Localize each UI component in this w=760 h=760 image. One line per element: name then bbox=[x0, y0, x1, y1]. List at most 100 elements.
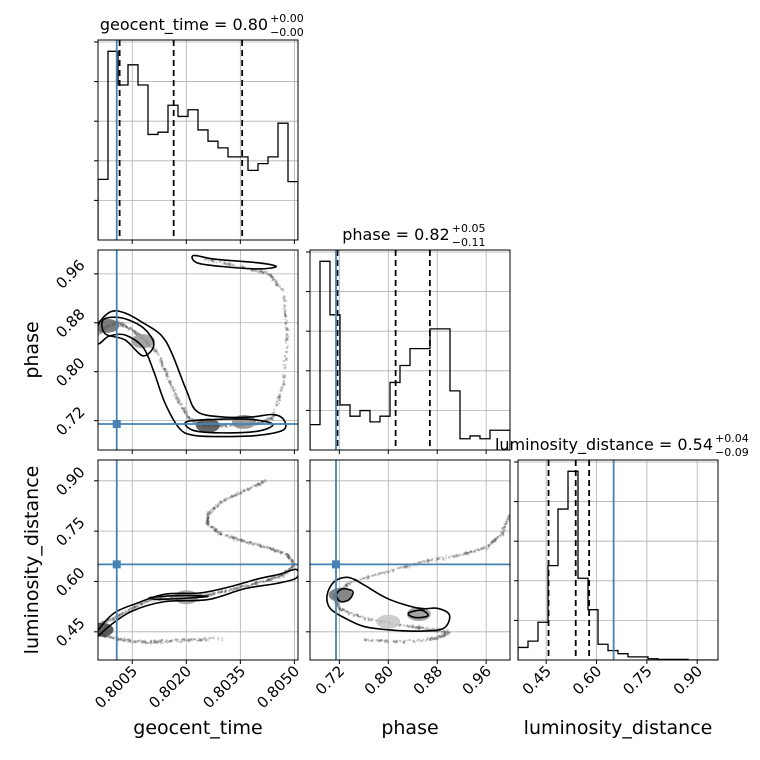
sample-point bbox=[502, 531, 505, 534]
sample-point bbox=[187, 416, 190, 419]
sample-point bbox=[210, 593, 213, 596]
sample-point bbox=[158, 640, 161, 643]
sample-point bbox=[271, 577, 274, 581]
sample-point bbox=[282, 375, 285, 378]
sample-point bbox=[403, 565, 407, 568]
sample-point bbox=[106, 619, 109, 623]
sample-point bbox=[494, 538, 497, 541]
sample-point bbox=[377, 640, 380, 643]
sample-point bbox=[280, 287, 283, 290]
sample-point bbox=[147, 599, 151, 603]
sample-point bbox=[392, 640, 395, 643]
sample-point bbox=[203, 636, 206, 640]
sample-point bbox=[243, 540, 246, 543]
sample-point bbox=[190, 418, 193, 421]
sample-point bbox=[217, 533, 220, 536]
sample-point bbox=[260, 580, 263, 583]
sample-point bbox=[224, 262, 227, 265]
sample-point bbox=[165, 375, 168, 378]
sample-point bbox=[337, 604, 340, 607]
sample-point bbox=[271, 417, 274, 420]
sample-point bbox=[206, 518, 209, 521]
sample-point bbox=[416, 626, 419, 629]
sample-point bbox=[159, 642, 162, 645]
sample-point bbox=[486, 544, 490, 547]
sample-point bbox=[265, 579, 268, 582]
sample-point bbox=[223, 260, 226, 263]
sample-point bbox=[232, 537, 235, 541]
sample-point bbox=[244, 489, 247, 493]
sample-point bbox=[504, 523, 508, 526]
sample-point bbox=[234, 536, 237, 540]
sample-point bbox=[119, 322, 122, 325]
sample-point bbox=[251, 541, 254, 545]
sample-point bbox=[183, 638, 186, 641]
sample-point bbox=[429, 559, 432, 562]
sample-point bbox=[129, 326, 133, 329]
sample-point bbox=[162, 367, 165, 371]
sample-point bbox=[502, 526, 505, 529]
sample-point bbox=[282, 383, 285, 386]
sample-point bbox=[487, 544, 490, 547]
sample-point bbox=[239, 538, 242, 542]
sample-point bbox=[437, 635, 441, 638]
sample-point bbox=[248, 540, 251, 544]
sample-point bbox=[434, 637, 438, 640]
sample-point bbox=[254, 484, 257, 487]
sample-point bbox=[275, 283, 278, 286]
sample-point bbox=[284, 326, 287, 329]
sample-point bbox=[180, 402, 183, 406]
sample-point bbox=[378, 640, 381, 643]
sample-point bbox=[213, 507, 216, 510]
sample-point bbox=[397, 566, 400, 569]
sample-point bbox=[213, 506, 216, 509]
sample-point bbox=[207, 521, 210, 524]
sample-point bbox=[462, 554, 465, 557]
sample-point bbox=[489, 542, 492, 545]
sample-point bbox=[205, 520, 208, 523]
sample-point bbox=[206, 515, 209, 518]
sample-point bbox=[261, 480, 264, 484]
sample-point bbox=[213, 259, 216, 262]
sample-point bbox=[267, 546, 270, 549]
sample-point bbox=[233, 494, 236, 497]
sample-point bbox=[218, 533, 221, 536]
sample-point bbox=[435, 557, 438, 560]
sample-point bbox=[209, 594, 212, 597]
sample-point bbox=[260, 269, 264, 273]
sample-point bbox=[404, 566, 407, 569]
sample-point bbox=[246, 584, 250, 587]
sample-point bbox=[285, 336, 288, 339]
sample-point bbox=[256, 421, 260, 424]
sample-point bbox=[283, 366, 286, 369]
sample-point bbox=[206, 520, 210, 524]
sample-point bbox=[454, 554, 458, 558]
sample-point bbox=[175, 640, 179, 643]
sample-point bbox=[224, 424, 227, 427]
sample-point bbox=[235, 587, 238, 590]
sample-point bbox=[231, 589, 235, 592]
sample-point bbox=[464, 552, 468, 555]
sample-point bbox=[280, 574, 284, 577]
sample-point bbox=[208, 514, 211, 517]
sample-point bbox=[372, 574, 375, 577]
sample-point bbox=[229, 589, 232, 592]
sample-point bbox=[429, 638, 432, 642]
sample-point bbox=[176, 399, 179, 402]
sample-point bbox=[119, 612, 122, 615]
sample-point bbox=[127, 327, 131, 331]
sample-point bbox=[258, 270, 261, 273]
sample-point bbox=[491, 540, 494, 543]
sample-point bbox=[278, 399, 282, 402]
sample-point bbox=[371, 574, 374, 578]
sample-point bbox=[284, 339, 287, 343]
sample-point bbox=[268, 547, 271, 550]
sample-point bbox=[218, 532, 221, 535]
sample-point bbox=[228, 264, 232, 267]
sample-point bbox=[206, 519, 209, 522]
title-geocent_time: geocent_time = 0.80 +0.00−0.00 bbox=[100, 12, 304, 39]
sample-point bbox=[253, 484, 257, 487]
sample-point bbox=[442, 630, 445, 634]
sample-point bbox=[259, 270, 262, 273]
sample-point bbox=[370, 639, 373, 643]
